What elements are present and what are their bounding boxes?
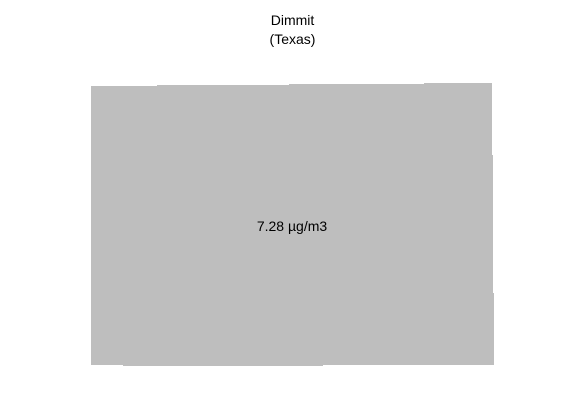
state-name: (Texas) (269, 31, 316, 47)
map-title: Dimmit (Texas) (0, 11, 585, 49)
county-name: Dimmit (270, 12, 315, 28)
county-shape[interactable] (91, 83, 494, 366)
region-value-label: 7.28 µg/m3 (257, 218, 328, 234)
